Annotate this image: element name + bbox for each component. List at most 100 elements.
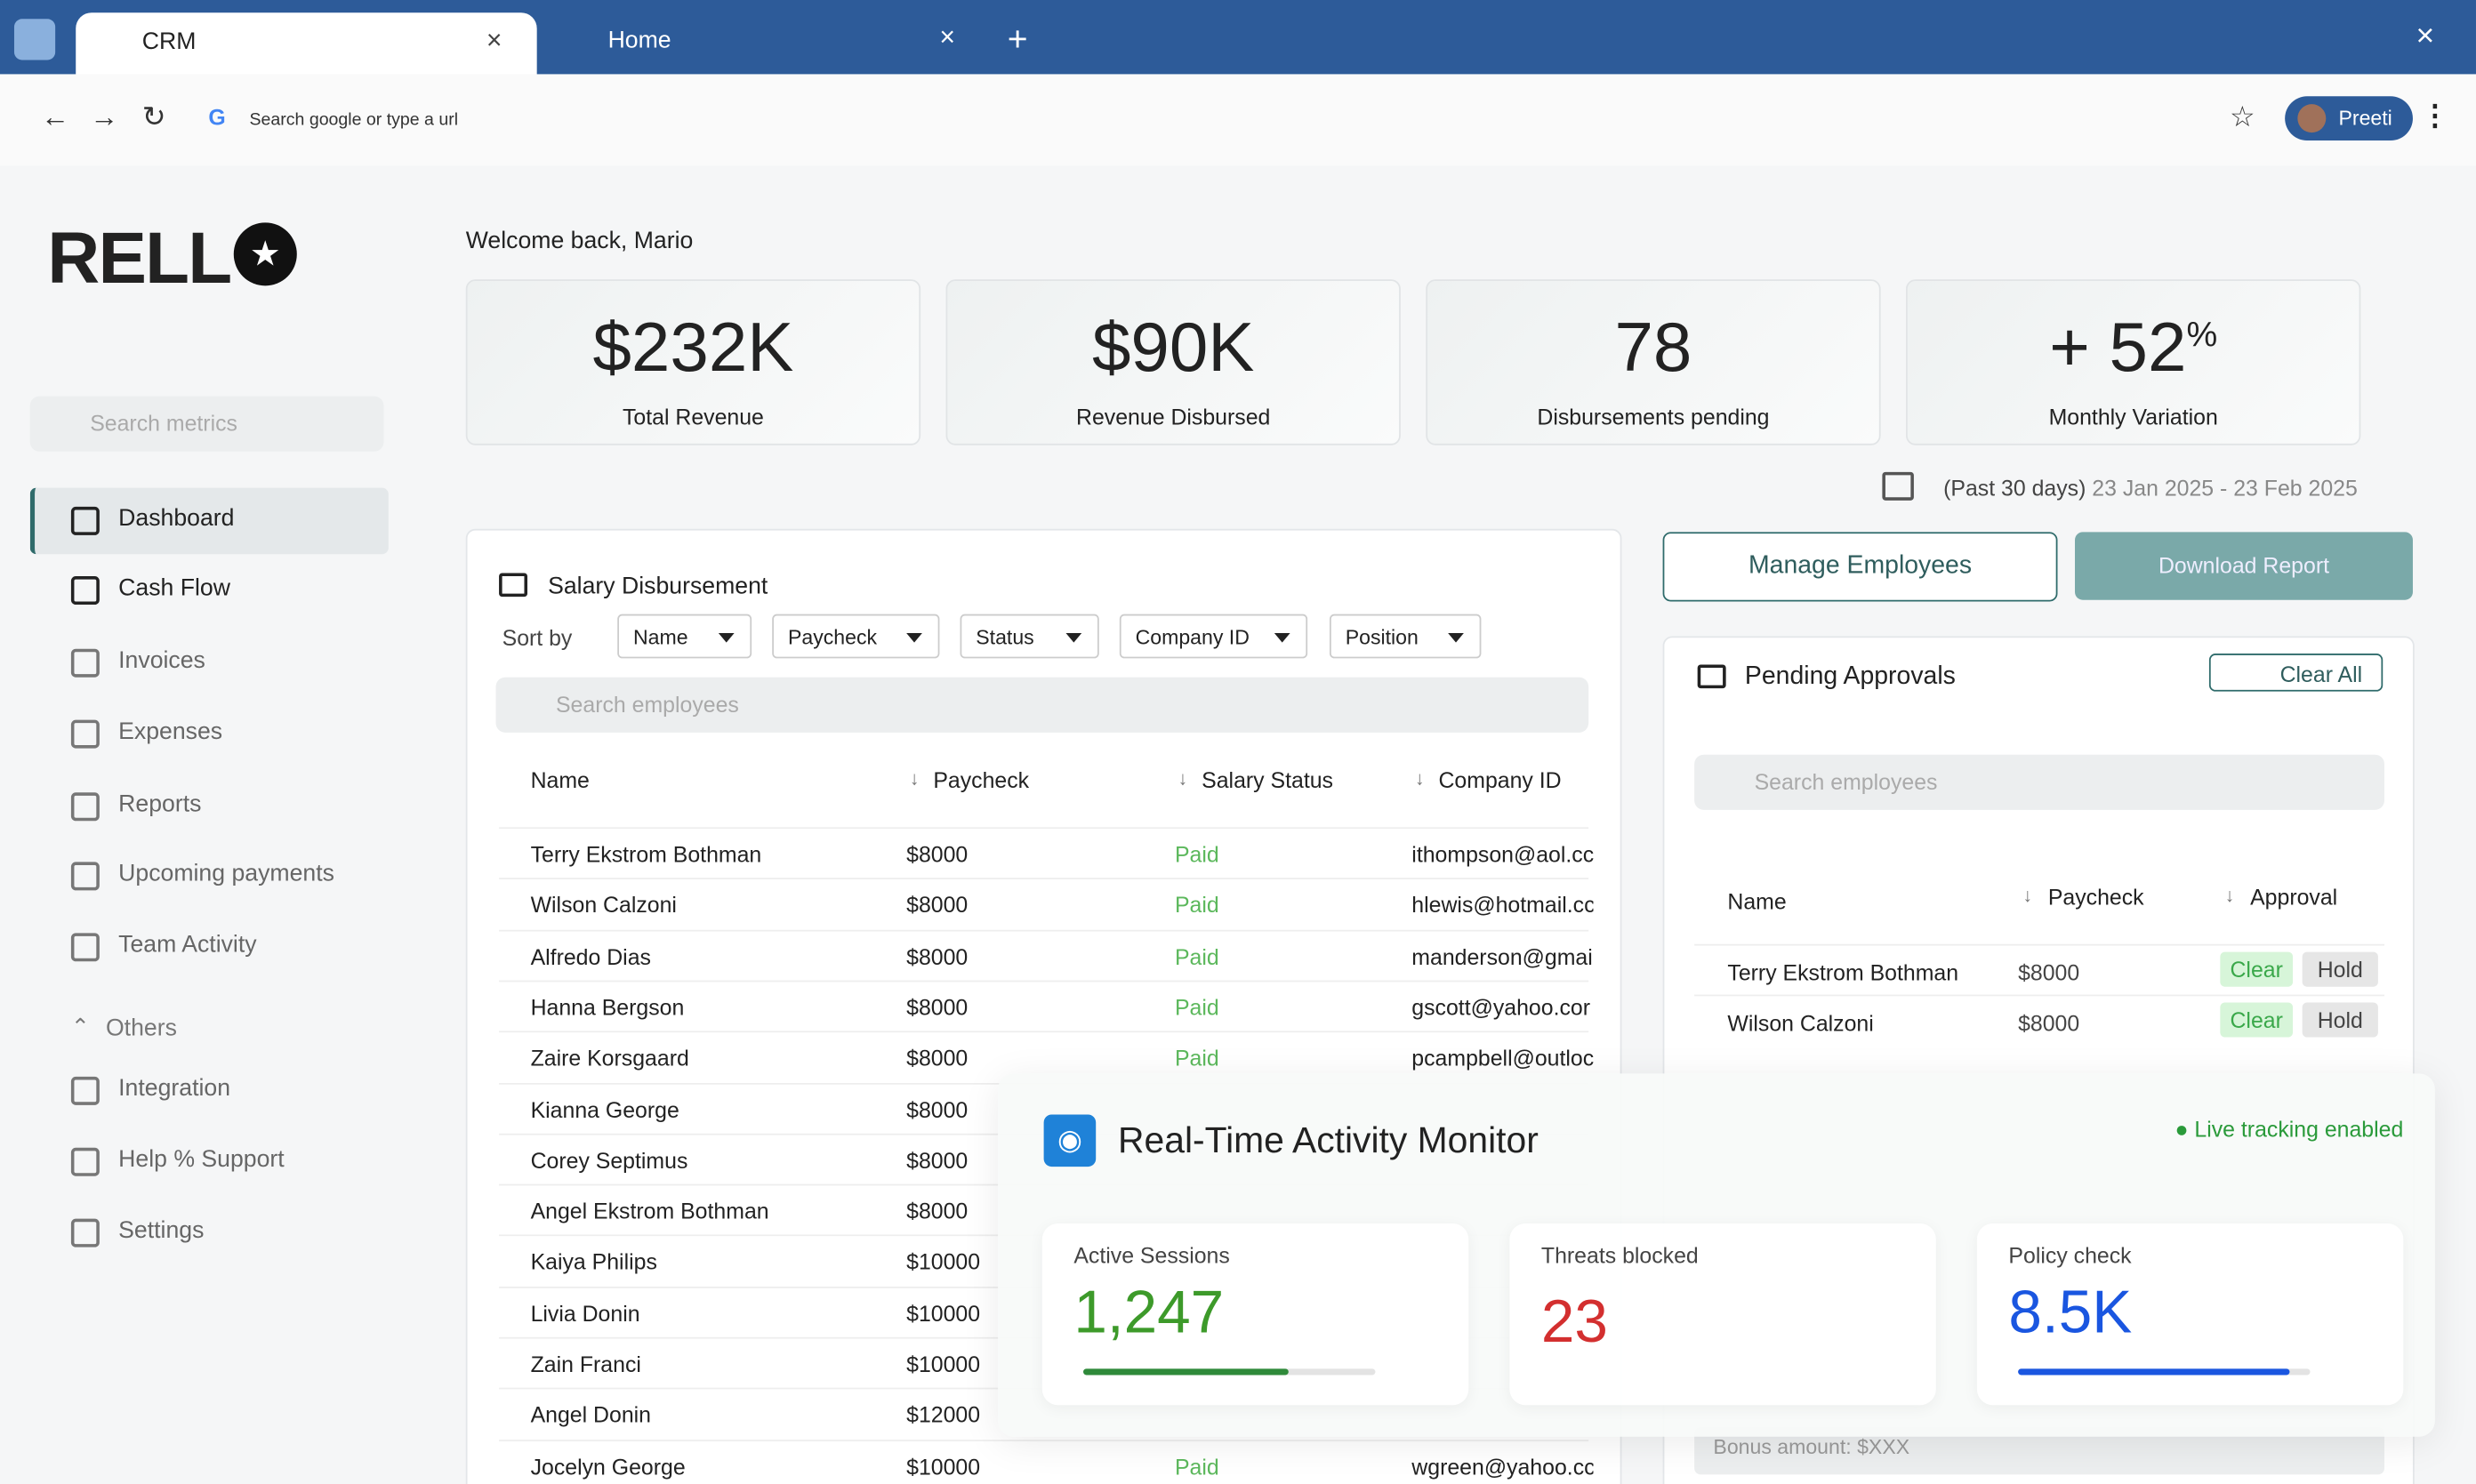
url-input[interactable]: Search google or type a url	[249, 110, 459, 130]
progress-bar	[1082, 1368, 1376, 1376]
filter-dropdown[interactable]: Position	[1329, 614, 1482, 659]
sort-label: Sort by	[502, 625, 573, 651]
table-row: Jocelyn George $10000 Paid wgreen@yahoo.cc	[499, 1439, 1593, 1484]
reload[interactable]: ↻	[141, 100, 166, 133]
company-id: hlewis@hotmail.cc	[1411, 892, 1594, 918]
nav-item[interactable]: Reports	[118, 790, 202, 818]
table-row: Zaire Korsgaard $8000 Paid pcampbell@outloc	[499, 1031, 1593, 1084]
row-divider	[1694, 995, 2385, 997]
profile-name: Preeti	[2338, 105, 2392, 130]
tab-close[interactable]: ×	[486, 25, 502, 56]
tab-menu[interactable]	[13, 19, 56, 60]
paycheck: $8000	[906, 994, 969, 1020]
nav-item[interactable]: Integration	[118, 1075, 231, 1103]
paycheck: $8000	[906, 841, 969, 867]
nav-icon	[70, 862, 100, 891]
company-id: wgreen@yahoo.cc	[1411, 1453, 1594, 1479]
filter-dropdown[interactable]: Name	[617, 614, 752, 659]
nav-icon	[70, 506, 100, 535]
filter-dropdown[interactable]: Status	[960, 614, 1099, 659]
paycheck: $10000	[906, 1351, 981, 1377]
monitor-title: Real-Time Activity Monitor	[1118, 1119, 1539, 1160]
address-bar	[0, 74, 2476, 166]
nav-item[interactable]: Team Activity	[118, 931, 257, 959]
sort-arrow: ↓	[2224, 884, 2235, 907]
menu[interactable]: ⋮	[2420, 99, 2449, 132]
manage-employees-button[interactable]: Manage Employees	[1662, 532, 2058, 602]
live-status: ● Live tracking enabled	[2175, 1116, 2404, 1142]
forward[interactable]: →	[90, 100, 119, 133]
nav-item[interactable]: Settings	[118, 1216, 205, 1245]
filter-dropdown[interactable]: Company ID	[1119, 614, 1308, 659]
hold-button[interactable]: Hold	[2302, 1002, 2378, 1039]
nav-icon	[70, 1147, 100, 1176]
column-header[interactable]: Paycheck	[2047, 884, 2144, 910]
nav-item[interactable]: Upcoming payments	[118, 860, 334, 887]
kpi-suffix: %	[2186, 314, 2218, 355]
table-row: Corey Septimus $8000	[499, 1133, 1589, 1185]
status-text: Live tracking enabled	[2194, 1116, 2404, 1142]
paycheck: $8000	[906, 1198, 969, 1224]
profile[interactable]: Preeti	[2285, 96, 2413, 141]
date-value: 23 Jan 2025 - 23 Feb 2025	[2092, 475, 2358, 501]
bookmark[interactable]: ☆	[2230, 100, 2255, 133]
download-report-button[interactable]: Download Report	[2075, 532, 2413, 600]
name: Zaire Korsgaard	[530, 1045, 689, 1071]
paycheck: $8000	[2018, 959, 2080, 985]
back[interactable]: ←	[41, 100, 70, 133]
clear-all-button[interactable]: Clear All	[2208, 654, 2384, 692]
new-tab[interactable]: +	[1007, 19, 1028, 59]
kpi-label: Monthly Variation	[2048, 404, 2218, 429]
avatar	[2297, 104, 2327, 133]
window-close[interactable]: ×	[2416, 19, 2435, 54]
search-placeholder: Search metrics	[90, 410, 237, 437]
column-header[interactable]: Company ID	[1438, 766, 1562, 793]
nav-icon	[70, 1218, 100, 1247]
paycheck: $8000	[2018, 1010, 2080, 1037]
tab-title: CRM	[141, 28, 197, 56]
table-row: Hanna Bergson $8000 Paid gscott@yahoo.cor	[499, 980, 1590, 1032]
card-icon	[499, 573, 528, 598]
name: Terry Ekstrom Bothman	[530, 841, 762, 867]
hold-button[interactable]: Hold	[2302, 951, 2378, 987]
nav-item[interactable]: Cash Flow	[118, 574, 230, 602]
section-title[interactable]: Others	[105, 1015, 177, 1042]
nav-item[interactable]: Invoices	[118, 646, 205, 675]
status: Paid	[1174, 994, 1219, 1020]
kpi-value: + 52%	[1908, 309, 2359, 389]
employee-search[interactable]: Search employees	[495, 677, 1589, 733]
table-row: Alfredo Dias $8000 Paid manderson@gmai	[499, 929, 1593, 982]
tab-crm[interactable]: CRM ×	[76, 12, 537, 75]
column-header[interactable]: Approval	[2250, 884, 2338, 910]
status: Paid	[1174, 1453, 1219, 1479]
date-range: (Past 30 days) 23 Jan 2025 - 23 Feb 2025	[1943, 475, 2358, 500]
approvals-search[interactable]: Search employees	[1694, 754, 2385, 810]
paycheck: $8000	[906, 1045, 969, 1071]
metric-label: Policy check	[2008, 1242, 2132, 1268]
logo: RELL	[47, 216, 232, 299]
section-toggle[interactable]: ⌃	[70, 1013, 90, 1039]
tab-close[interactable]: ×	[939, 21, 956, 52]
nav-item[interactable]: Dashboard	[118, 505, 235, 533]
progress-bar	[2018, 1368, 2311, 1376]
filter-dropdown[interactable]: Paycheck	[772, 614, 940, 659]
clear-button[interactable]: Clear	[2220, 951, 2294, 987]
nav-item[interactable]: Expenses	[118, 718, 223, 746]
approvals-table: Name Paycheck Approval ↓ ↓ Terry Ekstrom Both…	[1694, 875, 2385, 1349]
tab-title[interactable]: Home	[607, 27, 671, 54]
column-header[interactable]: Salary Status	[1202, 766, 1333, 793]
kpi-value: $90K	[947, 309, 1399, 389]
card-title: Salary Disbursement	[548, 573, 768, 600]
kpi-card: $90K Revenue Disbursed	[945, 279, 1401, 445]
nav-item[interactable]: Help % Support	[118, 1146, 285, 1174]
clear-button[interactable]: Clear	[2220, 1002, 2294, 1039]
column-header[interactable]: Name	[1727, 888, 1787, 915]
paycheck: $10000	[906, 1249, 981, 1275]
sidebar-search[interactable]: Search metrics	[29, 396, 384, 452]
column-header[interactable]: Name	[530, 766, 590, 793]
kpi-value: $232K	[468, 309, 920, 389]
nav-icon	[70, 719, 100, 749]
row-divider	[1694, 943, 2385, 946]
column-header[interactable]: Paycheck	[933, 766, 1030, 793]
